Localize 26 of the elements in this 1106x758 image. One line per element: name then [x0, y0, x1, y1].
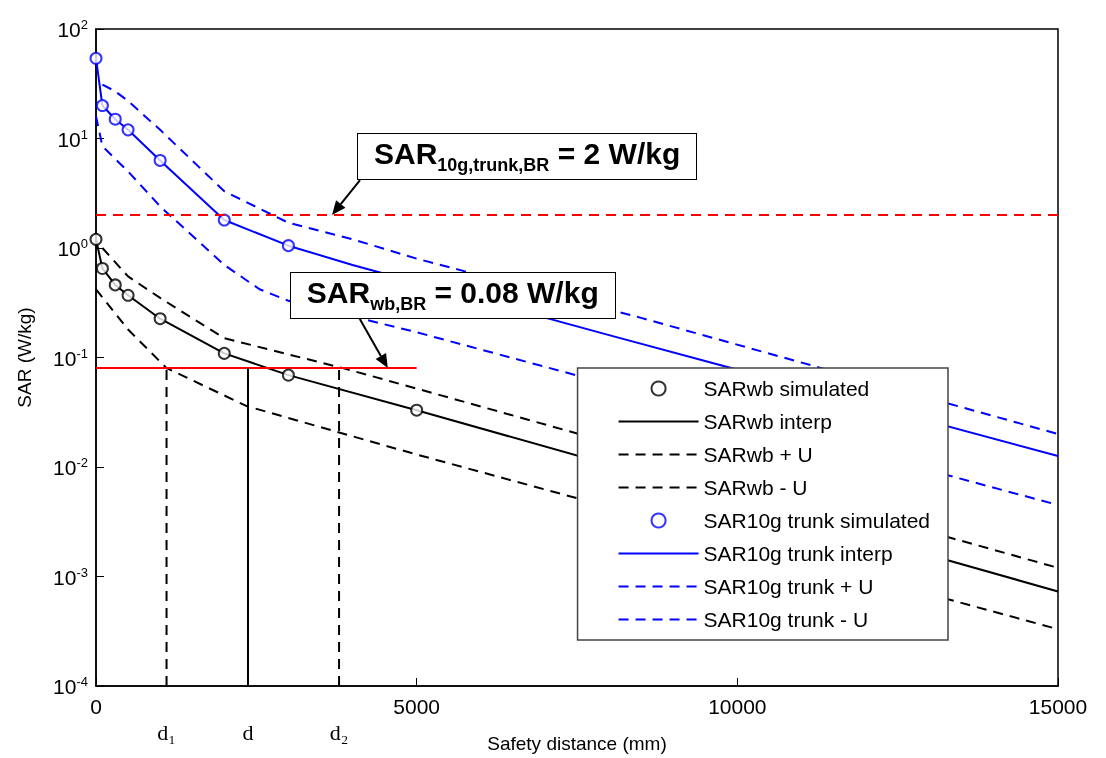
legend-label: SAR10g trunk interp	[703, 542, 893, 565]
y-tick-label: 10$^{2}$	[57, 16, 88, 42]
annotation: d₁	[157, 720, 176, 746]
y-tick-label: 10$^{1}$	[57, 126, 88, 151]
legend-label: SARwb + U	[703, 443, 813, 466]
x-tick-label: 5000	[393, 695, 441, 718]
y-tick-label: 10$^{-1}$	[53, 345, 88, 370]
y-tick-label: 10$^{0}$	[57, 235, 88, 261]
x-axis-title: Safety distance (mm)	[487, 733, 667, 754]
annotation: d	[242, 720, 254, 746]
x-tick-label: 10000	[708, 695, 767, 718]
legend-label: SAR10g trunk + U	[703, 575, 874, 598]
y-tick-label: 10$^{-2}$	[53, 454, 88, 480]
legend-label: SARwb interp	[703, 410, 832, 433]
y-tick-label: 10$^{-3}$	[53, 564, 88, 589]
x-tick-label: 0	[90, 695, 102, 718]
annotation: SAR$_{10g,trunk,BR}$ = 2 W/kg	[357, 133, 698, 181]
legend-label: SAR10g trunk - U	[703, 608, 869, 631]
annotation: SAR$_{wb,BR}$ = 0.08 W/kg	[289, 272, 616, 320]
annotation: d₂	[329, 720, 349, 746]
legend-label: SAR10g trunk simulated	[703, 509, 931, 532]
x-tick-label: 15000	[1028, 695, 1088, 718]
y-tick-label: 10$^{-4}$	[53, 673, 88, 699]
y-axis-title: SAR (W/kg)	[14, 307, 35, 408]
legend-label: SARwb simulated	[703, 377, 870, 400]
legend-label: SARwb - U	[703, 476, 808, 499]
